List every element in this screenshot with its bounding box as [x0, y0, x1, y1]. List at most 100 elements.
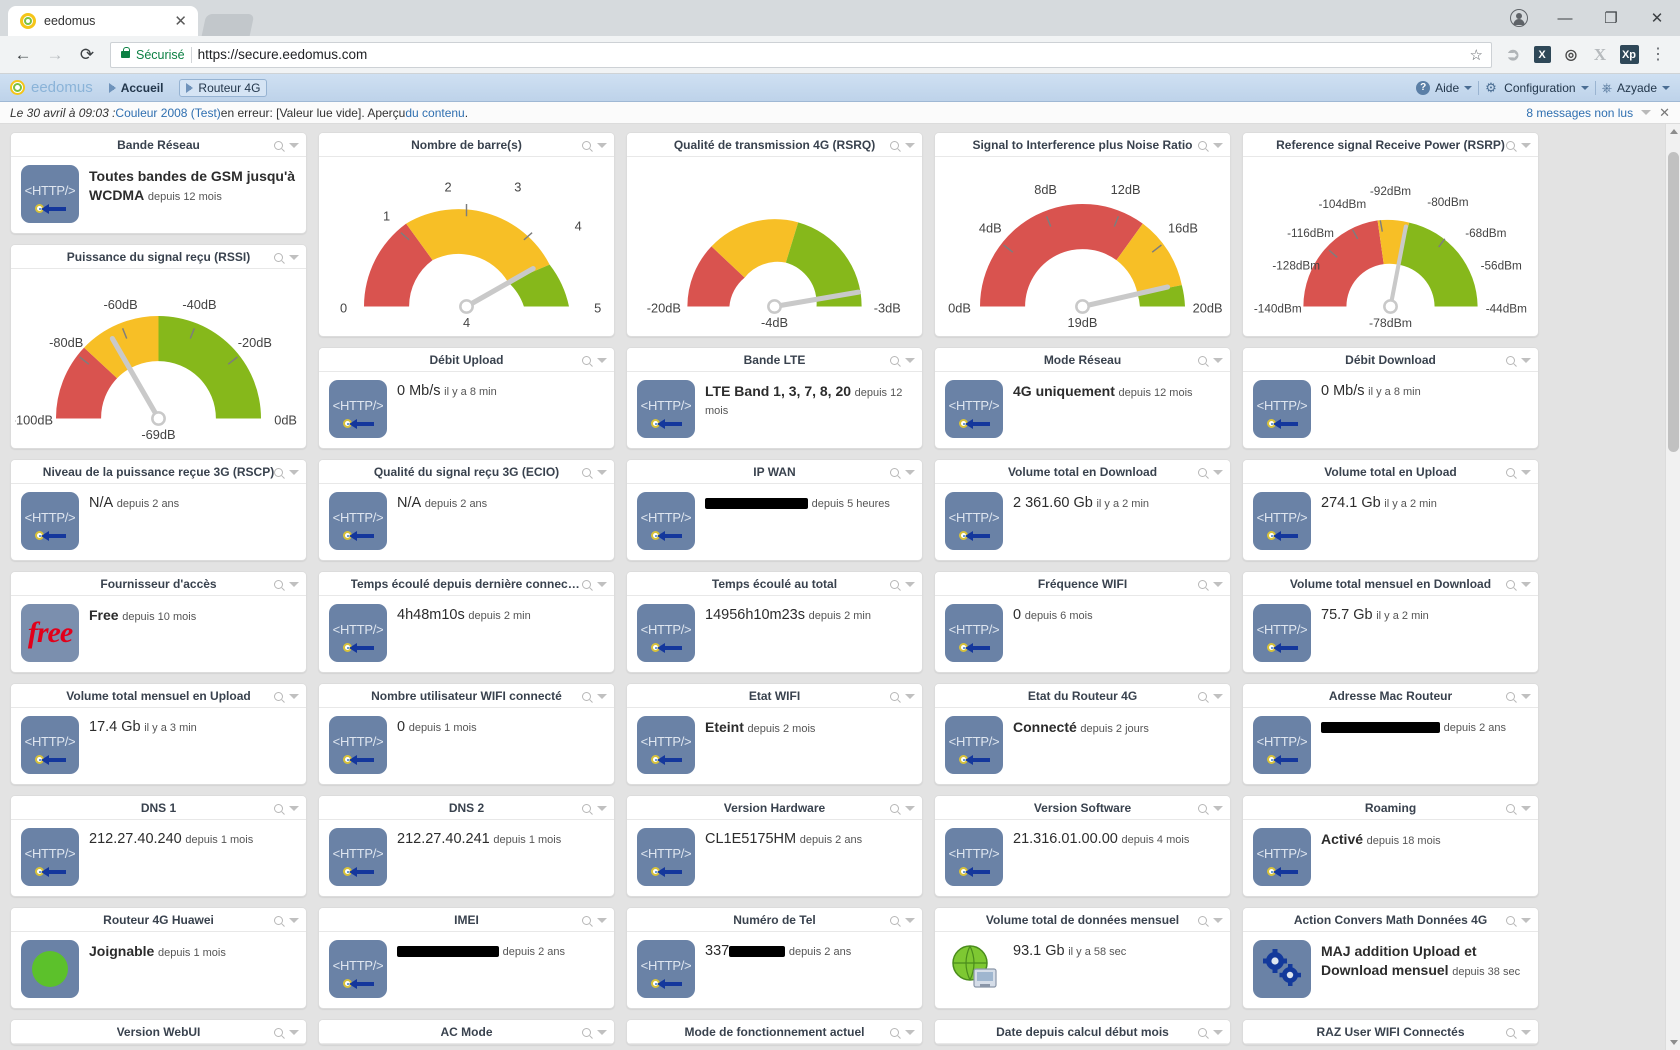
- search-icon[interactable]: [888, 801, 901, 815]
- search-icon[interactable]: [272, 138, 285, 152]
- widget-ac-mode[interactable]: AC Mode: [318, 1019, 615, 1046]
- user-menu[interactable]: ⎈ Azyade: [1602, 80, 1670, 96]
- profile-button[interactable]: [1496, 0, 1542, 36]
- close-icon[interactable]: ✕: [1659, 104, 1670, 120]
- search-icon[interactable]: [272, 250, 285, 264]
- search-icon[interactable]: [272, 913, 285, 927]
- chevron-down-icon[interactable]: [1213, 805, 1223, 811]
- chevron-down-icon[interactable]: [1213, 693, 1223, 699]
- chevron-down-icon[interactable]: [597, 581, 607, 587]
- pdf-icon[interactable]: ➲: [1505, 44, 1521, 64]
- chevron-down-icon[interactable]: [289, 805, 299, 811]
- x-icon[interactable]: X: [1593, 44, 1607, 64]
- browser-menu-button[interactable]: ⋮: [1650, 45, 1666, 63]
- search-icon[interactable]: [1196, 138, 1209, 152]
- widget-adresse-mac[interactable]: Adresse Mac Routeur <HTTP/> depuis 2 ans: [1242, 683, 1539, 786]
- search-icon[interactable]: [1196, 353, 1209, 367]
- chevron-down-icon[interactable]: [289, 254, 299, 260]
- notification-device-link[interactable]: Couleur 2008 (Test): [115, 105, 221, 120]
- chevron-down-icon[interactable]: [1521, 917, 1531, 923]
- chevron-down-icon[interactable]: [1213, 917, 1223, 923]
- widget-users-wifi[interactable]: Nombre utilisateur WIFI connecté <HTTP/>…: [318, 683, 615, 786]
- search-icon[interactable]: [1196, 577, 1209, 591]
- chevron-down-icon[interactable]: [1521, 693, 1531, 699]
- widget-rsrq-gauge[interactable]: Qualité de transmission 4G (RSRQ) -20dB …: [626, 132, 923, 338]
- record-icon[interactable]: ◎: [1564, 46, 1578, 62]
- widget-action-convers[interactable]: Action Convers Math Données 4G: [1242, 907, 1539, 1010]
- chevron-down-icon[interactable]: [1213, 581, 1223, 587]
- chevron-down-icon[interactable]: [597, 805, 607, 811]
- widget-date-calcul-debut-mois[interactable]: Date depuis calcul début mois: [934, 1019, 1231, 1046]
- widget-debit-download[interactable]: Débit Download <HTTP/> 0 Mb/s il y a 8 m…: [1242, 347, 1539, 450]
- search-icon[interactable]: [580, 465, 593, 479]
- search-icon[interactable]: [1196, 913, 1209, 927]
- search-icon[interactable]: [888, 353, 901, 367]
- widget-rssi-gauge[interactable]: Puissance du signal reçu (RSSI): [10, 244, 307, 450]
- search-icon[interactable]: [1504, 689, 1517, 703]
- widget-bande-lte[interactable]: Bande LTE <HTTP/> LTE Band 1, 3, 7, 8, 2…: [626, 347, 923, 450]
- widget-version-hardware[interactable]: Version Hardware <HTTP/> CL1E5175HM depu…: [626, 795, 923, 898]
- search-icon[interactable]: [580, 689, 593, 703]
- widget-numero-tel[interactable]: Numéro de Tel <HTTP/> 337 depuis 2 ans: [626, 907, 923, 1010]
- widget-version-webui[interactable]: Version WebUI: [10, 1019, 307, 1046]
- widget-ip-wan[interactable]: IP WAN <HTTP/> depuis 5 heures: [626, 459, 923, 562]
- chevron-down-icon[interactable]: [1213, 1029, 1223, 1035]
- page-scrollbar[interactable]: [1665, 124, 1680, 1050]
- search-icon[interactable]: [272, 577, 285, 591]
- nav-accueil[interactable]: Accueil: [105, 79, 168, 97]
- widget-mode-fonctionnement[interactable]: Mode de fonctionnement actuel: [626, 1019, 923, 1046]
- chevron-down-icon[interactable]: [905, 357, 915, 363]
- widget-ecio[interactable]: Qualité du signal reçu 3G (ECIO) <HTTP/>…: [318, 459, 615, 562]
- chevron-down-icon[interactable]: [289, 1029, 299, 1035]
- chevron-down-icon[interactable]: [905, 581, 915, 587]
- widget-volume-download[interactable]: Volume total en Download <HTTP/> 2 361.6…: [934, 459, 1231, 562]
- back-button[interactable]: ←: [14, 44, 32, 64]
- search-icon[interactable]: [1504, 1025, 1517, 1039]
- widget-frequence-wifi[interactable]: Fréquence WIFI <HTTP/> 0 depuis 6 mois: [934, 571, 1231, 674]
- widget-rsrp-gauge[interactable]: Reference signal Receive Power (RSRP): [1242, 132, 1539, 338]
- search-icon[interactable]: [888, 138, 901, 152]
- scroll-down-icon[interactable]: [1666, 1035, 1680, 1050]
- chevron-down-icon[interactable]: [1213, 469, 1223, 475]
- chevron-down-icon[interactable]: [289, 142, 299, 148]
- search-icon[interactable]: [272, 689, 285, 703]
- search-icon[interactable]: [888, 913, 901, 927]
- search-icon[interactable]: [580, 913, 593, 927]
- search-icon[interactable]: [1196, 465, 1209, 479]
- configuration-menu[interactable]: ⚙ Configuration: [1485, 80, 1589, 95]
- widget-vol-mensuel-download[interactable]: Volume total mensuel en Download <HTTP/>…: [1242, 571, 1539, 674]
- widget-temps-total[interactable]: Temps écoulé au total <HTTP/> 14956h10m2…: [626, 571, 923, 674]
- widget-roaming[interactable]: Roaming <HTTP/> Activé depuis 18 mois: [1242, 795, 1539, 898]
- chevron-down-icon[interactable]: [1521, 581, 1531, 587]
- widget-nombre-barres-gauge[interactable]: Nombre de barre(s) 0: [318, 132, 615, 338]
- chevron-down-icon[interactable]: [1641, 110, 1652, 115]
- search-icon[interactable]: [888, 577, 901, 591]
- widget-mode-reseau[interactable]: Mode Réseau <HTTP/> 4G uniquement depuis…: [934, 347, 1231, 450]
- search-icon[interactable]: [1504, 801, 1517, 815]
- chevron-down-icon[interactable]: [597, 357, 607, 363]
- search-icon[interactable]: [1196, 689, 1209, 703]
- eedomus-logo[interactable]: eedomus: [10, 79, 93, 96]
- bookmark-star-icon[interactable]: ☆: [1469, 46, 1483, 64]
- search-icon[interactable]: [888, 689, 901, 703]
- search-icon[interactable]: [580, 801, 593, 815]
- search-icon[interactable]: [272, 1025, 285, 1039]
- chevron-down-icon[interactable]: [905, 693, 915, 699]
- chevron-down-icon[interactable]: [597, 469, 607, 475]
- unread-messages-link[interactable]: 8 messages non lus: [1526, 105, 1634, 120]
- widget-fournisseur[interactable]: Fournisseur d'accès free Free depuis 10 …: [10, 571, 307, 674]
- widget-volume-upload[interactable]: Volume total en Upload <HTTP/> 274.1 Gb …: [1242, 459, 1539, 562]
- browser-tab[interactable]: eedomus ✕: [8, 6, 198, 36]
- chevron-down-icon[interactable]: [1521, 469, 1531, 475]
- chevron-down-icon[interactable]: [289, 581, 299, 587]
- reload-button[interactable]: ⟳: [79, 44, 95, 64]
- widget-imei[interactable]: IMEI <HTTP/> depuis 2 ans: [318, 907, 615, 1010]
- notification-content-link[interactable]: du contenu: [405, 105, 465, 120]
- chevron-down-icon[interactable]: [597, 917, 607, 923]
- close-window-button[interactable]: ✕: [1650, 10, 1664, 27]
- search-icon[interactable]: [1504, 577, 1517, 591]
- search-icon[interactable]: [580, 353, 593, 367]
- search-icon[interactable]: [1196, 1025, 1209, 1039]
- widget-etat-wifi[interactable]: Etat WIFI <HTTP/> Eteint depuis 2 mois: [626, 683, 923, 786]
- chevron-down-icon[interactable]: [289, 693, 299, 699]
